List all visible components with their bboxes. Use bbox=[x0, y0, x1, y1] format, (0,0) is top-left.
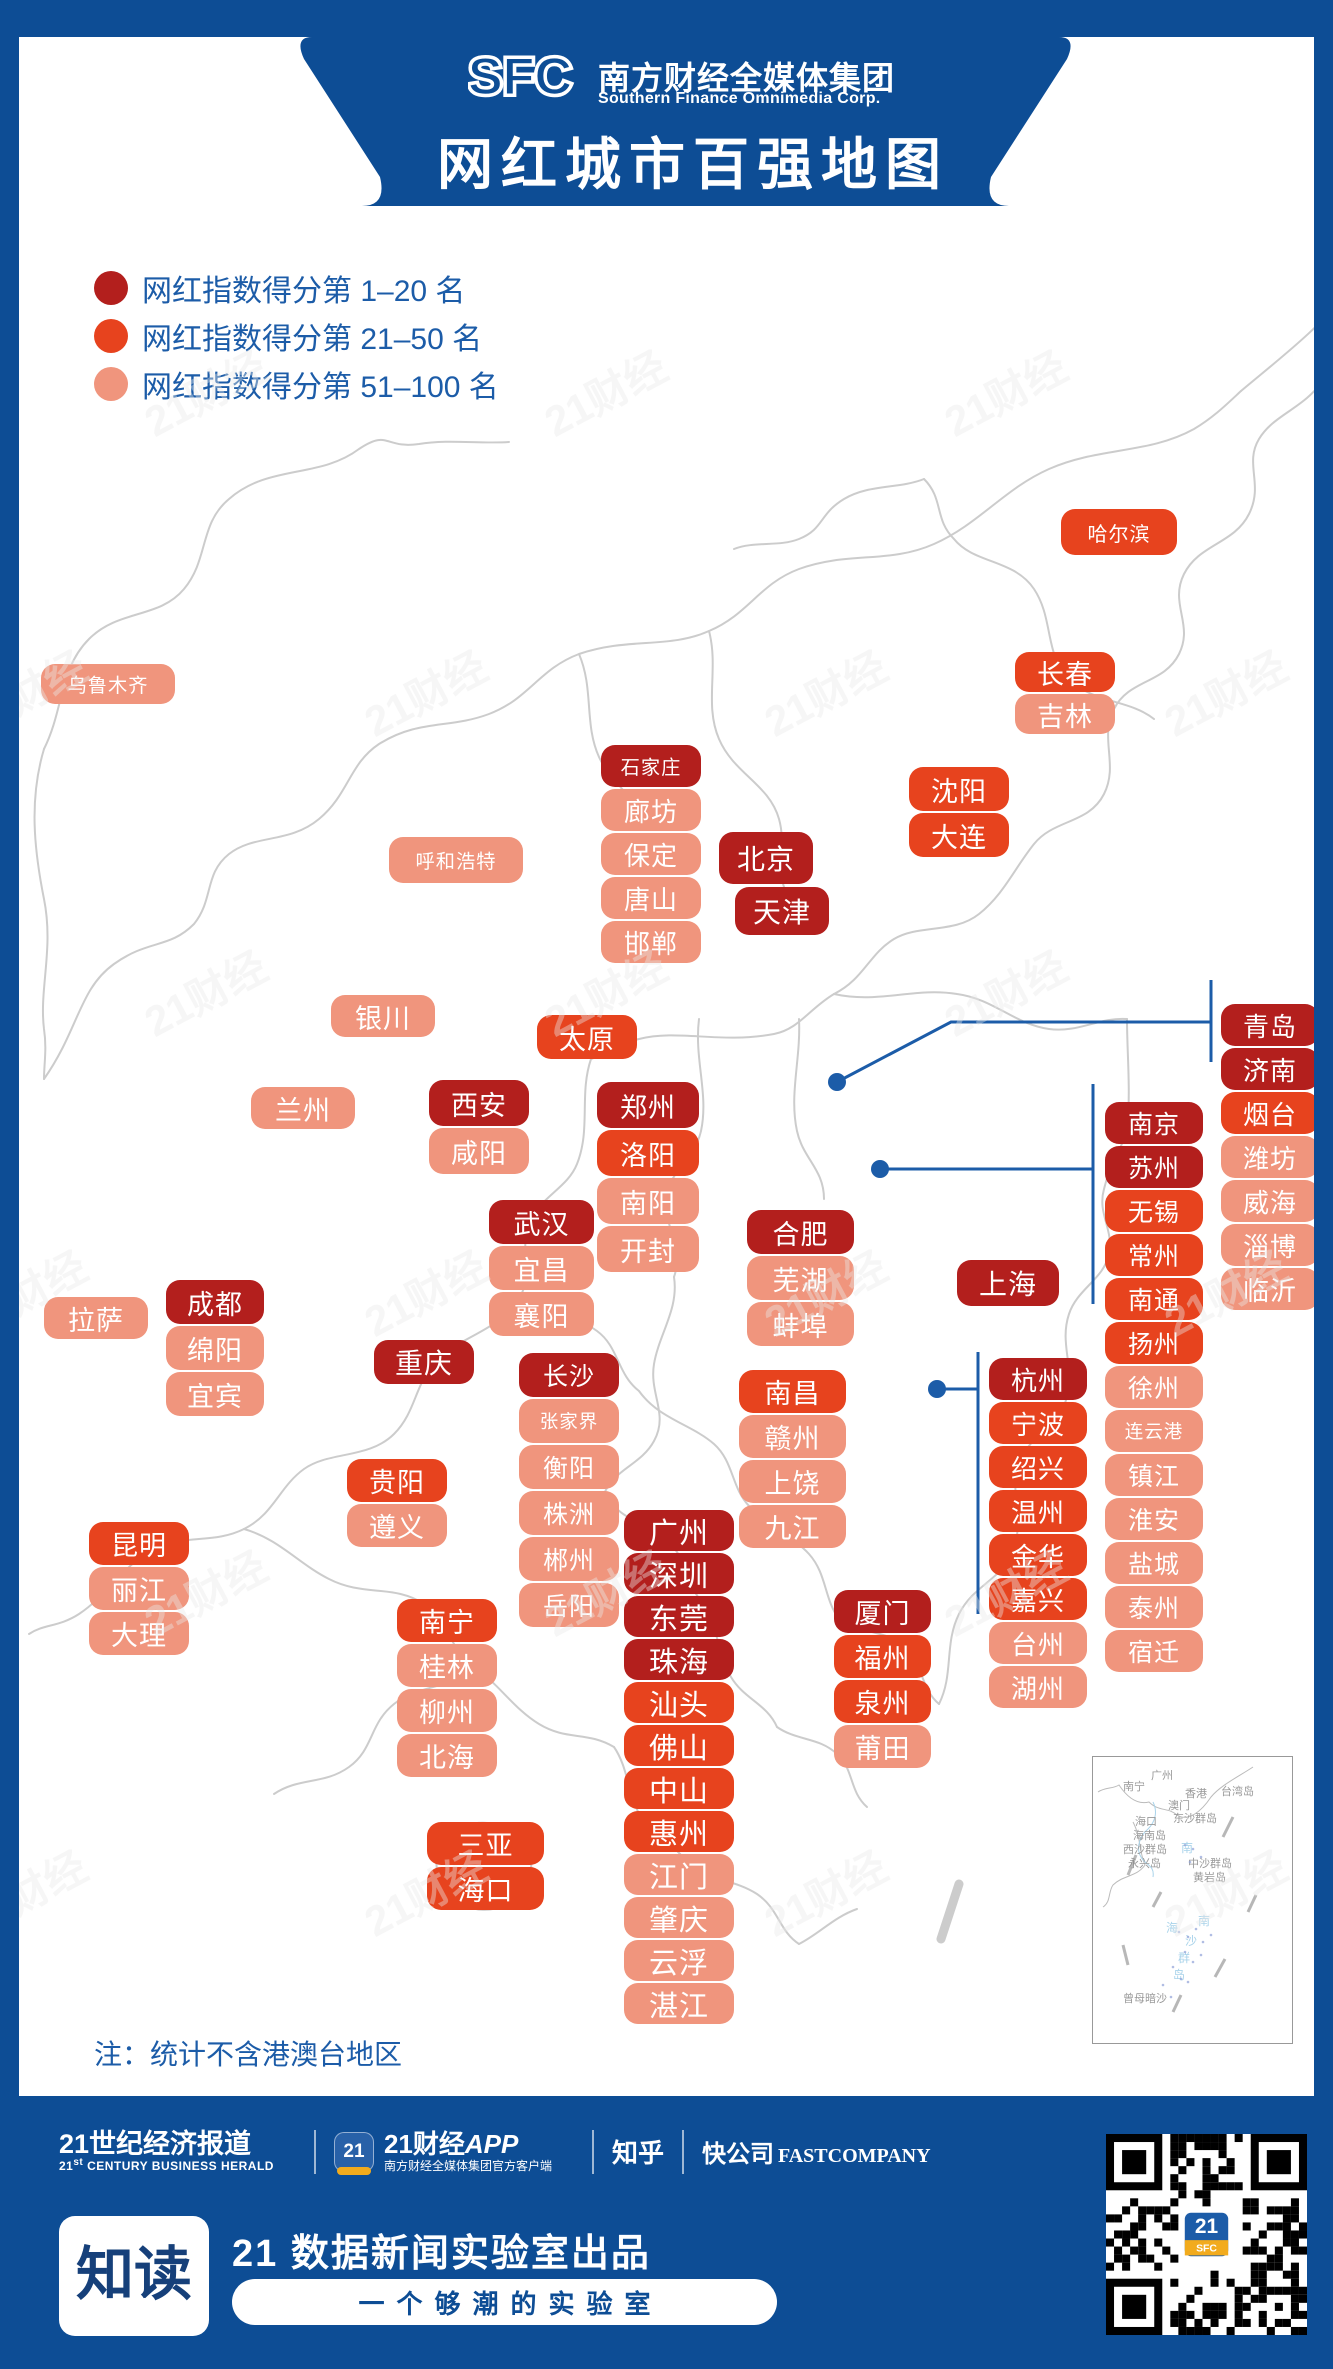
svg-text:知读: 知读 bbox=[76, 2242, 192, 2307]
svg-text:海: 海 bbox=[1166, 1920, 1178, 1935]
svg-text:海南岛: 海南岛 bbox=[1133, 1828, 1166, 1842]
svg-text:东沙群岛: 东沙群岛 bbox=[1173, 1811, 1217, 1825]
svg-text:沙: 沙 bbox=[1185, 1934, 1197, 1948]
svg-text:香港: 香港 bbox=[1185, 1787, 1207, 1800]
svg-text:黄岩岛: 黄岩岛 bbox=[1193, 1870, 1226, 1884]
svg-text:海口: 海口 bbox=[1135, 1814, 1157, 1828]
svg-text:台湾岛: 台湾岛 bbox=[1221, 1784, 1254, 1798]
svg-text:广州: 广州 bbox=[1151, 1769, 1173, 1782]
svg-text:南: 南 bbox=[1198, 1913, 1210, 1928]
svg-text:中沙群岛: 中沙群岛 bbox=[1188, 1856, 1232, 1870]
svg-text:SFC: SFC bbox=[1196, 2243, 1217, 2254]
svg-text:21: 21 bbox=[1195, 2215, 1219, 2238]
svg-text:南宁: 南宁 bbox=[1123, 1779, 1145, 1793]
svg-text:澳门: 澳门 bbox=[1168, 1798, 1190, 1812]
svg-text:群: 群 bbox=[1178, 1951, 1190, 1965]
svg-text:西沙群岛: 西沙群岛 bbox=[1123, 1842, 1167, 1856]
svg-text:岛: 岛 bbox=[1173, 1967, 1185, 1982]
svg-text:南: 南 bbox=[1181, 1840, 1193, 1855]
svg-text:曾母暗沙: 曾母暗沙 bbox=[1123, 1991, 1167, 2005]
